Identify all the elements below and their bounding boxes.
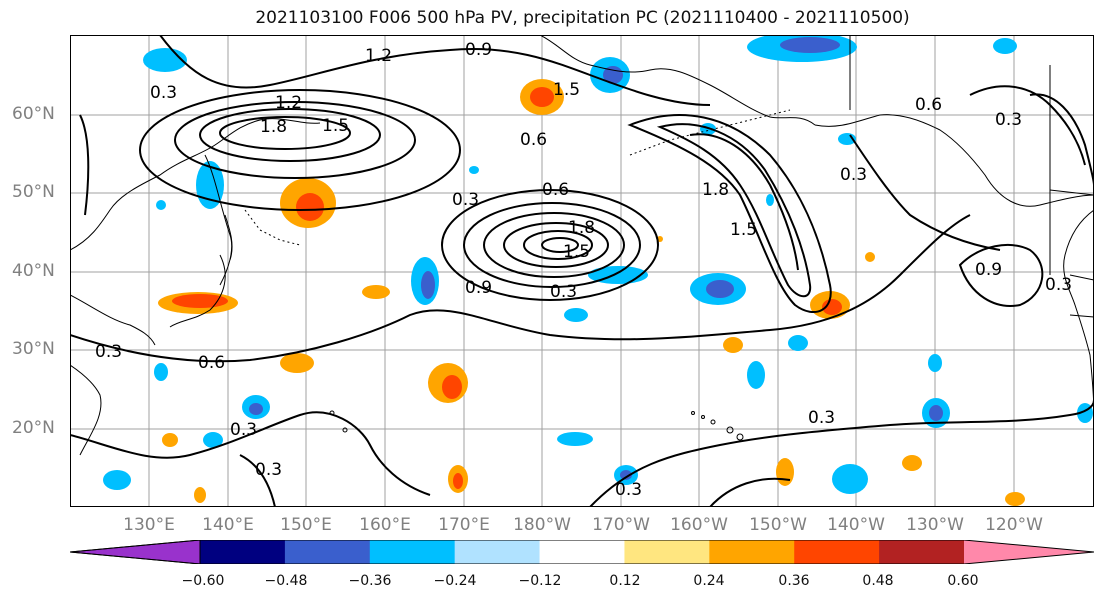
contour-label: 0.3 [615,480,642,500]
colorbar [70,540,1094,564]
lat-label-50n: 50°N [12,182,55,202]
lat-label-30n: 30°N [12,339,55,359]
contour-label: 0.3 [840,165,867,185]
colorbar-swatches [70,540,1094,564]
lon-label-150w: 150°W [749,515,807,535]
contour-label: 0.3 [255,460,282,480]
contour-label: 1.5 [322,116,349,136]
contour-label: 1.8 [702,180,729,200]
contour-label: 1.8 [260,117,287,137]
colorbar-outline-left [70,540,201,564]
colorbar-swatch [200,540,286,564]
precip-positive-patches [158,79,1025,506]
colorbar-tick-label: 0.48 [862,573,894,589]
lon-label-170e: 170°E [438,515,490,535]
lon-label-180w: 180°W [513,515,571,535]
lon-label-120w: 120°W [985,515,1043,535]
contour-labels: 0.3 1.2 1.2 1.8 1.5 0.9 1.5 0.6 0.6 1.8 … [95,40,1072,500]
contour-label: 1.8 [568,218,595,238]
contour-label: 0.3 [1045,275,1072,295]
pv-contours [70,35,1094,507]
lon-label-150e: 150°E [280,515,332,535]
contour-label: 1.5 [553,80,580,100]
contour-label: 0.3 [550,282,577,302]
contour-label: 0.3 [230,420,257,440]
colorbar-swatch [879,540,965,564]
contour-label: 0.3 [808,408,835,428]
contour-label: 0.3 [150,83,177,103]
contour-label: 0.9 [975,260,1002,280]
colorbar-tick-label: −0.24 [433,573,477,589]
lat-label-40n: 40°N [12,261,55,281]
colorbar-tick-label: 0.24 [693,573,725,589]
contour-label: 0.6 [542,180,569,200]
contour-label: 1.2 [275,93,302,113]
lon-label-130w: 130°W [906,515,964,535]
colorbar-swatch [794,540,880,564]
lon-label-140w: 140°W [827,515,885,535]
lon-label-160w: 160°W [670,515,728,535]
colorbar-swatch-extend-low [70,540,200,564]
colorbar-tick-label: −0.60 [181,573,225,589]
contour-label: 0.9 [465,278,492,298]
colorbar-swatch [624,540,710,564]
lat-label-20n: 20°N [12,418,55,438]
map-border [70,35,1094,507]
contour-label: 0.3 [95,342,122,362]
lon-label-130e: 130°E [123,515,175,535]
colorbar-swatch [709,540,795,564]
contour-label: 0.3 [452,190,479,210]
colorbar-swatch-extend-high [964,540,1094,564]
colorbar-tick-label: 0.36 [778,573,810,589]
colorbar-swatch [454,540,541,564]
map-panel: 0.3 1.2 1.2 1.8 1.5 0.9 1.5 0.6 0.6 1.8 … [70,35,1094,507]
colorbar-tick-label: 0.60 [947,573,979,589]
colorbar-swatch [284,540,371,564]
lon-label-140e: 140°E [202,515,254,535]
colorbar-swatch [539,540,625,564]
colorbar-tick-label: 0.12 [609,573,641,589]
contour-label: 1.5 [563,242,590,262]
lon-label-160e: 160°E [359,515,411,535]
contour-label: 1.2 [365,46,392,66]
contour-label: 0.9 [465,40,492,60]
colorbar-tick-label: −0.48 [264,573,308,589]
contour-label: 0.3 [995,110,1022,130]
lon-label-170w: 170°W [592,515,650,535]
lat-label-60n: 60°N [12,104,55,124]
colorbar-tick-label: −0.36 [348,573,392,589]
colorbar-swatch [369,540,456,564]
contour-label: 0.6 [198,353,225,373]
map-title: 2021103100 F006 500 hPa PV, precipitatio… [255,8,910,28]
colorbar-tick-label: −0.12 [518,573,562,589]
contour-label: 1.5 [730,220,757,240]
contour-label: 0.6 [915,95,942,115]
contour-label: 0.6 [520,130,547,150]
